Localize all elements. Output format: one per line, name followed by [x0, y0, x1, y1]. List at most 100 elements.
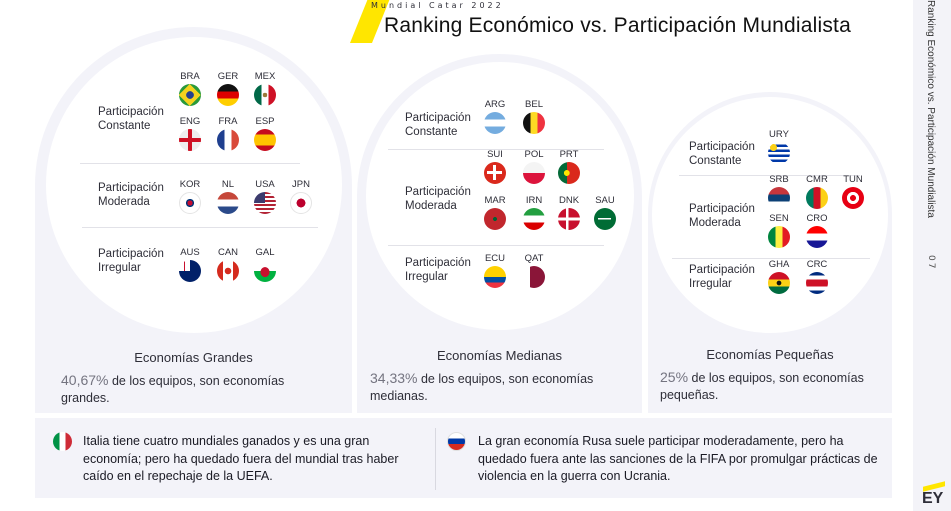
cmr-flag-icon [806, 187, 828, 209]
note-italy: Italia tiene cuatro mundiales ganados y … [83, 434, 399, 483]
country-code: BEL [525, 99, 543, 110]
country-code: CAN [217, 247, 239, 258]
group-divider [672, 258, 870, 259]
country-code: ESP [255, 116, 275, 127]
fra-flag-icon [217, 129, 239, 151]
mar-flag-icon [484, 208, 506, 230]
country-code: POL [524, 149, 544, 160]
panel-description: 40,67% de los equipos, son economías gra… [61, 372, 331, 407]
country-code: ARG [484, 99, 506, 110]
nl-flag-icon [217, 192, 239, 214]
pol-flag-icon [523, 162, 545, 184]
aus-flag-icon [179, 260, 201, 282]
panel-title: Economías Medianas [436, 348, 562, 363]
note-russia: La gran economía Rusa suele participar m… [478, 434, 878, 483]
ury-flag-icon [768, 142, 790, 164]
notes-divider [435, 428, 436, 490]
gal-flag-icon [254, 260, 276, 282]
country-code: ECU [484, 253, 506, 264]
country-code: SEN [769, 213, 789, 224]
kor-flag-icon [179, 192, 201, 214]
gha-flag-icon [768, 272, 790, 294]
notes-box [35, 418, 892, 498]
ey-logo: EY [922, 490, 944, 507]
country-code: QAT [524, 253, 544, 264]
percent-value: 40,67% [61, 372, 109, 388]
country-code: PRT [559, 149, 579, 160]
jpn-flag-icon [290, 192, 312, 214]
country-code: USA [255, 179, 275, 190]
group-divider [388, 149, 604, 150]
ecu-flag-icon [484, 266, 506, 288]
group-divider [82, 227, 318, 228]
country-code: GAL [255, 247, 275, 258]
page-number: 07 [926, 255, 936, 271]
participation-label: Participación Moderada [98, 182, 164, 208]
panel-circle [652, 97, 888, 333]
country-code: SUI [487, 149, 503, 160]
country-code: NL [221, 179, 235, 190]
country-code: MAR [484, 195, 506, 206]
country-code: URY [769, 129, 789, 140]
russia-flag-icon [447, 432, 466, 451]
country-code: IRN [525, 195, 543, 206]
percent-value: 34,33% [370, 370, 418, 386]
country-code: SAU [595, 195, 615, 206]
group-divider [80, 163, 300, 164]
mex-flag-icon [254, 84, 276, 106]
srb-flag-icon [768, 187, 790, 209]
country-code: MEX [254, 71, 276, 82]
participation-label: Participación Irregular [405, 257, 471, 283]
country-code: JPN [292, 179, 310, 190]
bra-flag-icon [179, 84, 201, 106]
country-code: TUN [843, 174, 863, 185]
panel-title: Economías Grandes [134, 350, 253, 365]
side-title: Ranking Económico vs. Participación Mund… [925, 0, 936, 218]
country-code: KOR [179, 179, 201, 190]
participation-label: Participación Moderada [405, 186, 471, 212]
description-text: de los equipos, son economías grandes. [61, 374, 285, 405]
country-code: GHA [768, 259, 790, 270]
country-code: DNK [558, 195, 580, 206]
kicker: Mundial Catar 2022 [371, 1, 504, 10]
can-flag-icon [217, 260, 239, 282]
country-code: BRA [180, 71, 200, 82]
tun-flag-icon [842, 187, 864, 209]
esp-flag-icon [254, 129, 276, 151]
country-code: GER [217, 71, 239, 82]
country-code: SRB [769, 174, 789, 185]
participation-label: Participación Irregular [689, 264, 755, 290]
participation-label: Participación Constante [98, 106, 164, 132]
panel-title: Economías Pequeñas [706, 347, 834, 362]
ger-flag-icon [217, 84, 239, 106]
italy-flag-icon [53, 432, 72, 451]
country-code: AUS [180, 247, 200, 258]
sen-flag-icon [768, 226, 790, 248]
participation-label: Participación Moderada [689, 203, 755, 229]
arg-flag-icon [484, 112, 506, 134]
group-divider [388, 245, 604, 246]
description-text: de los equipos, son economías medianas. [370, 372, 594, 403]
dnk-flag-icon [558, 208, 580, 230]
description-text: de los equipos, son economías pequeñas. [660, 371, 864, 402]
country-code: ENG [179, 116, 201, 127]
country-code: CMR [806, 174, 828, 185]
irn-flag-icon [523, 208, 545, 230]
panel-description: 34,33% de los equipos, son economías med… [370, 370, 630, 405]
percent-value: 25% [660, 369, 689, 385]
panel-description: 25% de los equipos, son economías pequeñ… [660, 369, 890, 404]
sui-flag-icon [484, 162, 506, 184]
bel-flag-icon [523, 112, 545, 134]
country-code: CRC [806, 259, 828, 270]
side-strip [913, 0, 951, 511]
participation-label: Participación Constante [405, 112, 471, 138]
eng-flag-icon [179, 129, 201, 151]
country-code: FRA [218, 116, 238, 127]
group-divider [679, 175, 860, 176]
crc-flag-icon [806, 272, 828, 294]
prt-flag-icon [558, 162, 580, 184]
qat-flag-icon [523, 266, 545, 288]
page-title: Ranking Económico vs. Participación Mund… [384, 14, 851, 37]
country-code: CRO [806, 213, 828, 224]
participation-label: Participación Constante [689, 141, 755, 167]
